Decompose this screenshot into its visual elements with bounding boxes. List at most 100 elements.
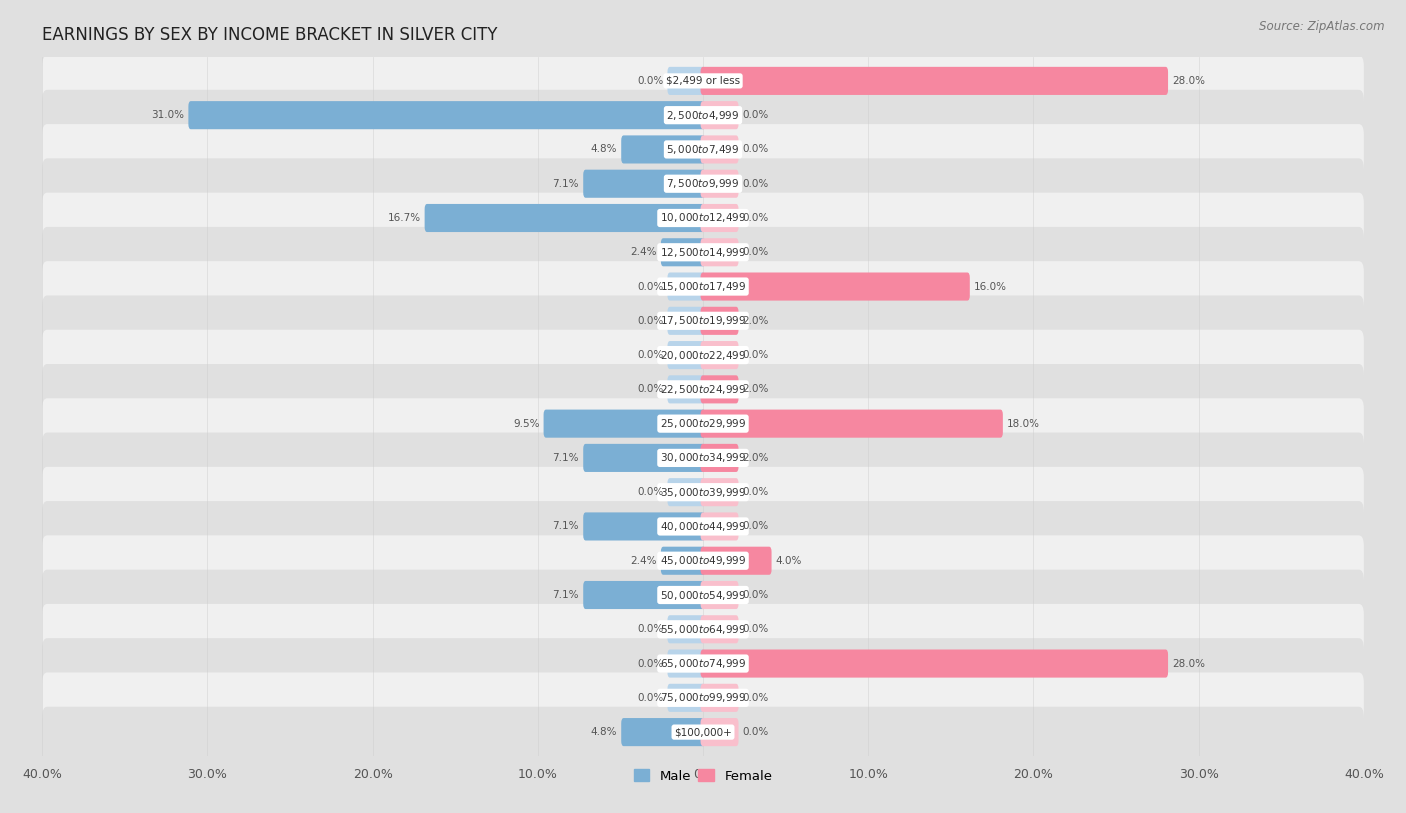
FancyBboxPatch shape [700,101,738,129]
Text: $75,000 to $99,999: $75,000 to $99,999 [659,691,747,704]
FancyBboxPatch shape [668,478,706,506]
Text: 4.0%: 4.0% [776,556,801,566]
Text: $45,000 to $49,999: $45,000 to $49,999 [659,554,747,567]
Text: 0.0%: 0.0% [637,76,664,86]
FancyBboxPatch shape [700,718,738,746]
Text: $55,000 to $64,999: $55,000 to $64,999 [659,623,747,636]
FancyBboxPatch shape [42,227,1364,277]
Text: $12,500 to $14,999: $12,500 to $14,999 [659,246,747,259]
FancyBboxPatch shape [188,101,706,129]
Text: 0.0%: 0.0% [637,624,664,634]
Text: $7,500 to $9,999: $7,500 to $9,999 [666,177,740,190]
FancyBboxPatch shape [700,136,738,163]
Text: 0.0%: 0.0% [742,624,769,634]
Text: 0.0%: 0.0% [742,145,769,154]
Text: 2.4%: 2.4% [630,247,657,257]
Text: 0.0%: 0.0% [742,487,769,498]
FancyBboxPatch shape [42,364,1364,415]
FancyBboxPatch shape [42,604,1364,654]
FancyBboxPatch shape [700,546,772,575]
FancyBboxPatch shape [583,581,706,609]
FancyBboxPatch shape [700,650,1168,677]
FancyBboxPatch shape [700,204,738,232]
Text: 0.0%: 0.0% [637,385,664,394]
Text: 7.1%: 7.1% [553,179,579,189]
Text: 4.8%: 4.8% [591,145,617,154]
Text: 0.0%: 0.0% [742,521,769,532]
Text: $17,500 to $19,999: $17,500 to $19,999 [659,315,747,328]
Text: 0.0%: 0.0% [742,693,769,702]
FancyBboxPatch shape [700,307,738,335]
FancyBboxPatch shape [42,261,1364,312]
FancyBboxPatch shape [42,467,1364,518]
FancyBboxPatch shape [700,444,738,472]
FancyBboxPatch shape [668,272,706,301]
Text: 7.1%: 7.1% [553,453,579,463]
FancyBboxPatch shape [583,170,706,198]
Text: $50,000 to $54,999: $50,000 to $54,999 [659,589,747,602]
FancyBboxPatch shape [42,124,1364,175]
FancyBboxPatch shape [42,672,1364,724]
FancyBboxPatch shape [668,307,706,335]
Text: $35,000 to $39,999: $35,000 to $39,999 [659,485,747,498]
FancyBboxPatch shape [42,501,1364,552]
Text: 16.7%: 16.7% [388,213,420,223]
FancyBboxPatch shape [42,398,1364,449]
Text: 0.0%: 0.0% [637,350,664,360]
FancyBboxPatch shape [700,410,1002,437]
Text: $2,500 to $4,999: $2,500 to $4,999 [666,109,740,122]
Text: 0.0%: 0.0% [742,727,769,737]
FancyBboxPatch shape [42,193,1364,243]
Text: $15,000 to $17,499: $15,000 to $17,499 [659,280,747,293]
Text: 0.0%: 0.0% [742,179,769,189]
Text: 9.5%: 9.5% [513,419,540,428]
Text: 0.0%: 0.0% [742,213,769,223]
FancyBboxPatch shape [42,638,1364,689]
FancyBboxPatch shape [700,67,1168,95]
Text: 0.0%: 0.0% [637,487,664,498]
FancyBboxPatch shape [425,204,706,232]
Text: 0.0%: 0.0% [742,111,769,120]
Text: $2,499 or less: $2,499 or less [666,76,740,86]
FancyBboxPatch shape [42,295,1364,346]
Text: $10,000 to $12,499: $10,000 to $12,499 [659,211,747,224]
FancyBboxPatch shape [700,238,738,267]
FancyBboxPatch shape [42,536,1364,586]
Text: $20,000 to $22,499: $20,000 to $22,499 [659,349,747,362]
FancyBboxPatch shape [700,170,738,198]
Text: 0.0%: 0.0% [637,659,664,668]
FancyBboxPatch shape [583,512,706,541]
Text: 2.0%: 2.0% [742,315,769,326]
FancyBboxPatch shape [700,512,738,541]
Text: 2.0%: 2.0% [742,453,769,463]
Text: EARNINGS BY SEX BY INCOME BRACKET IN SILVER CITY: EARNINGS BY SEX BY INCOME BRACKET IN SIL… [42,26,498,44]
FancyBboxPatch shape [668,376,706,403]
FancyBboxPatch shape [668,615,706,643]
FancyBboxPatch shape [668,650,706,677]
Text: 0.0%: 0.0% [742,247,769,257]
Text: 0.0%: 0.0% [637,315,664,326]
FancyBboxPatch shape [700,581,738,609]
FancyBboxPatch shape [42,330,1364,380]
Legend: Male, Female: Male, Female [628,764,778,788]
FancyBboxPatch shape [661,546,706,575]
FancyBboxPatch shape [42,159,1364,209]
FancyBboxPatch shape [583,444,706,472]
Text: 0.0%: 0.0% [637,281,664,292]
Text: 7.1%: 7.1% [553,590,579,600]
FancyBboxPatch shape [700,272,970,301]
FancyBboxPatch shape [42,55,1364,107]
Text: $100,000+: $100,000+ [673,727,733,737]
Text: $40,000 to $44,999: $40,000 to $44,999 [659,520,747,533]
FancyBboxPatch shape [700,684,738,712]
FancyBboxPatch shape [700,341,738,369]
Text: 18.0%: 18.0% [1007,419,1040,428]
Text: Source: ZipAtlas.com: Source: ZipAtlas.com [1260,20,1385,33]
Text: 7.1%: 7.1% [553,521,579,532]
FancyBboxPatch shape [700,376,738,403]
Text: 4.8%: 4.8% [591,727,617,737]
FancyBboxPatch shape [668,67,706,95]
FancyBboxPatch shape [621,136,706,163]
Text: $65,000 to $74,999: $65,000 to $74,999 [659,657,747,670]
FancyBboxPatch shape [42,433,1364,483]
